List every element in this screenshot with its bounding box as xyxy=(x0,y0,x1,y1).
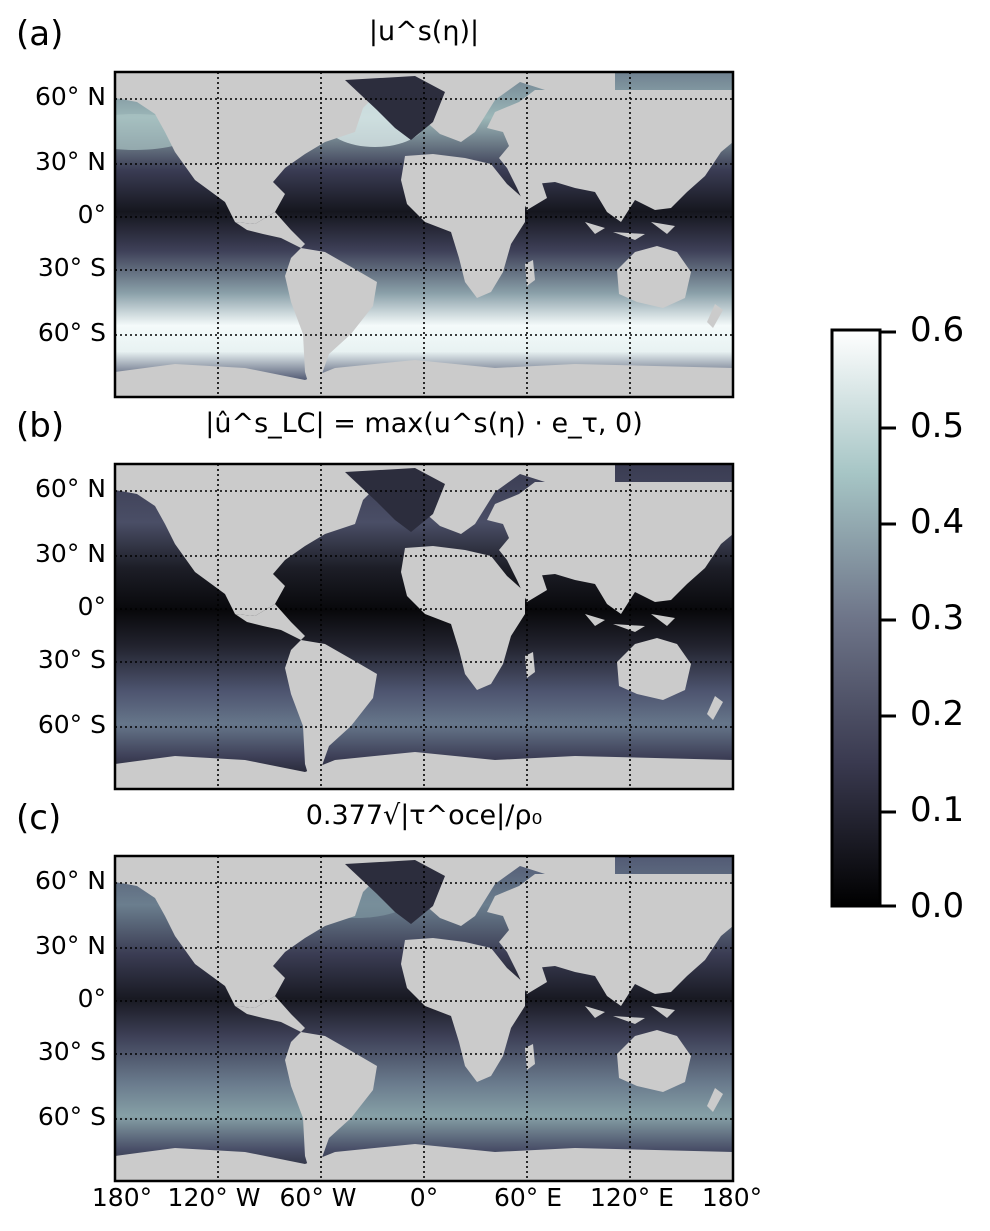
map-panel-b xyxy=(113,462,735,791)
panel-title-a-text: |u^s(η)| xyxy=(368,16,480,47)
graticule-a xyxy=(115,72,733,397)
panel-title-b: |û^s_LC| = max(u^s(η) · e_τ, 0) xyxy=(205,408,643,439)
colorbar-tick-label-0-0: 0.0 xyxy=(910,886,965,926)
lat-label-b-60s: 60° S xyxy=(37,710,106,739)
panel-title-c-text: 0.377√|τ^oce|/ρ₀ xyxy=(305,800,543,831)
panel-title-a: |u^s(η)| xyxy=(369,16,479,47)
lat-label-b-0: 0° xyxy=(77,592,106,621)
lat-label-a-0: 0° xyxy=(77,200,106,229)
lon-label-0: 0° xyxy=(409,1183,439,1212)
colorbar xyxy=(830,328,896,908)
map-frame-b xyxy=(113,462,735,791)
lat-label-a-60n: 60° N xyxy=(35,82,106,111)
panel-letter-a: (a) xyxy=(16,14,64,54)
lon-label-60w: 60° W xyxy=(279,1183,357,1212)
lat-label-a-60s: 60° S xyxy=(37,318,106,347)
panel-letter-b: (b) xyxy=(16,406,65,446)
colorbar-tick-label-0-6: 0.6 xyxy=(910,310,965,350)
lat-label-c-0: 0° xyxy=(77,984,106,1013)
graticule-c xyxy=(115,856,733,1181)
colorbar-gradient xyxy=(830,328,882,908)
lat-label-b-30n: 30° N xyxy=(35,539,106,568)
lat-label-b-30s: 30° S xyxy=(37,645,106,674)
colorbar-ticks xyxy=(880,330,896,908)
colorbar-tick-label-0-2: 0.2 xyxy=(910,694,965,734)
panel-title-c: 0.377√|τ^oce|/ρ₀ xyxy=(306,800,543,831)
lon-label-120e: 120° E xyxy=(590,1183,674,1212)
lat-label-c-30s: 30° S xyxy=(37,1037,106,1066)
lat-label-a-30s: 30° S xyxy=(37,253,106,282)
colorbar-tick-label-0-5: 0.5 xyxy=(910,406,965,446)
colorbar-tick-label-0-4: 0.4 xyxy=(910,502,965,542)
panel-title-b-text: |û^s_LC| = max(u^s(η) · e_τ, 0) xyxy=(205,408,643,439)
map-panel-a xyxy=(113,70,735,399)
lat-label-b-60n: 60° N xyxy=(35,474,106,503)
map-frame-c xyxy=(113,854,735,1183)
lon-label-120w: 120° W xyxy=(167,1183,261,1212)
colorbar-tick-label-0-3: 0.3 xyxy=(910,598,965,638)
panel-letter-c: (c) xyxy=(16,798,62,838)
map-frame-a xyxy=(113,70,735,399)
lat-label-c-60n: 60° N xyxy=(35,866,106,895)
lat-label-a-30n: 30° N xyxy=(35,147,106,176)
lat-label-c-30n: 30° N xyxy=(35,931,106,960)
lon-label-180e: 180° xyxy=(701,1183,763,1212)
map-panel-c xyxy=(113,854,735,1183)
lon-label-60e: 60° E xyxy=(493,1183,563,1212)
lat-label-c-60s: 60° S xyxy=(37,1102,106,1131)
graticule-b xyxy=(115,464,733,789)
colorbar-tick-label-0-1: 0.1 xyxy=(910,790,965,830)
lon-label-180w: 180° xyxy=(91,1183,153,1212)
